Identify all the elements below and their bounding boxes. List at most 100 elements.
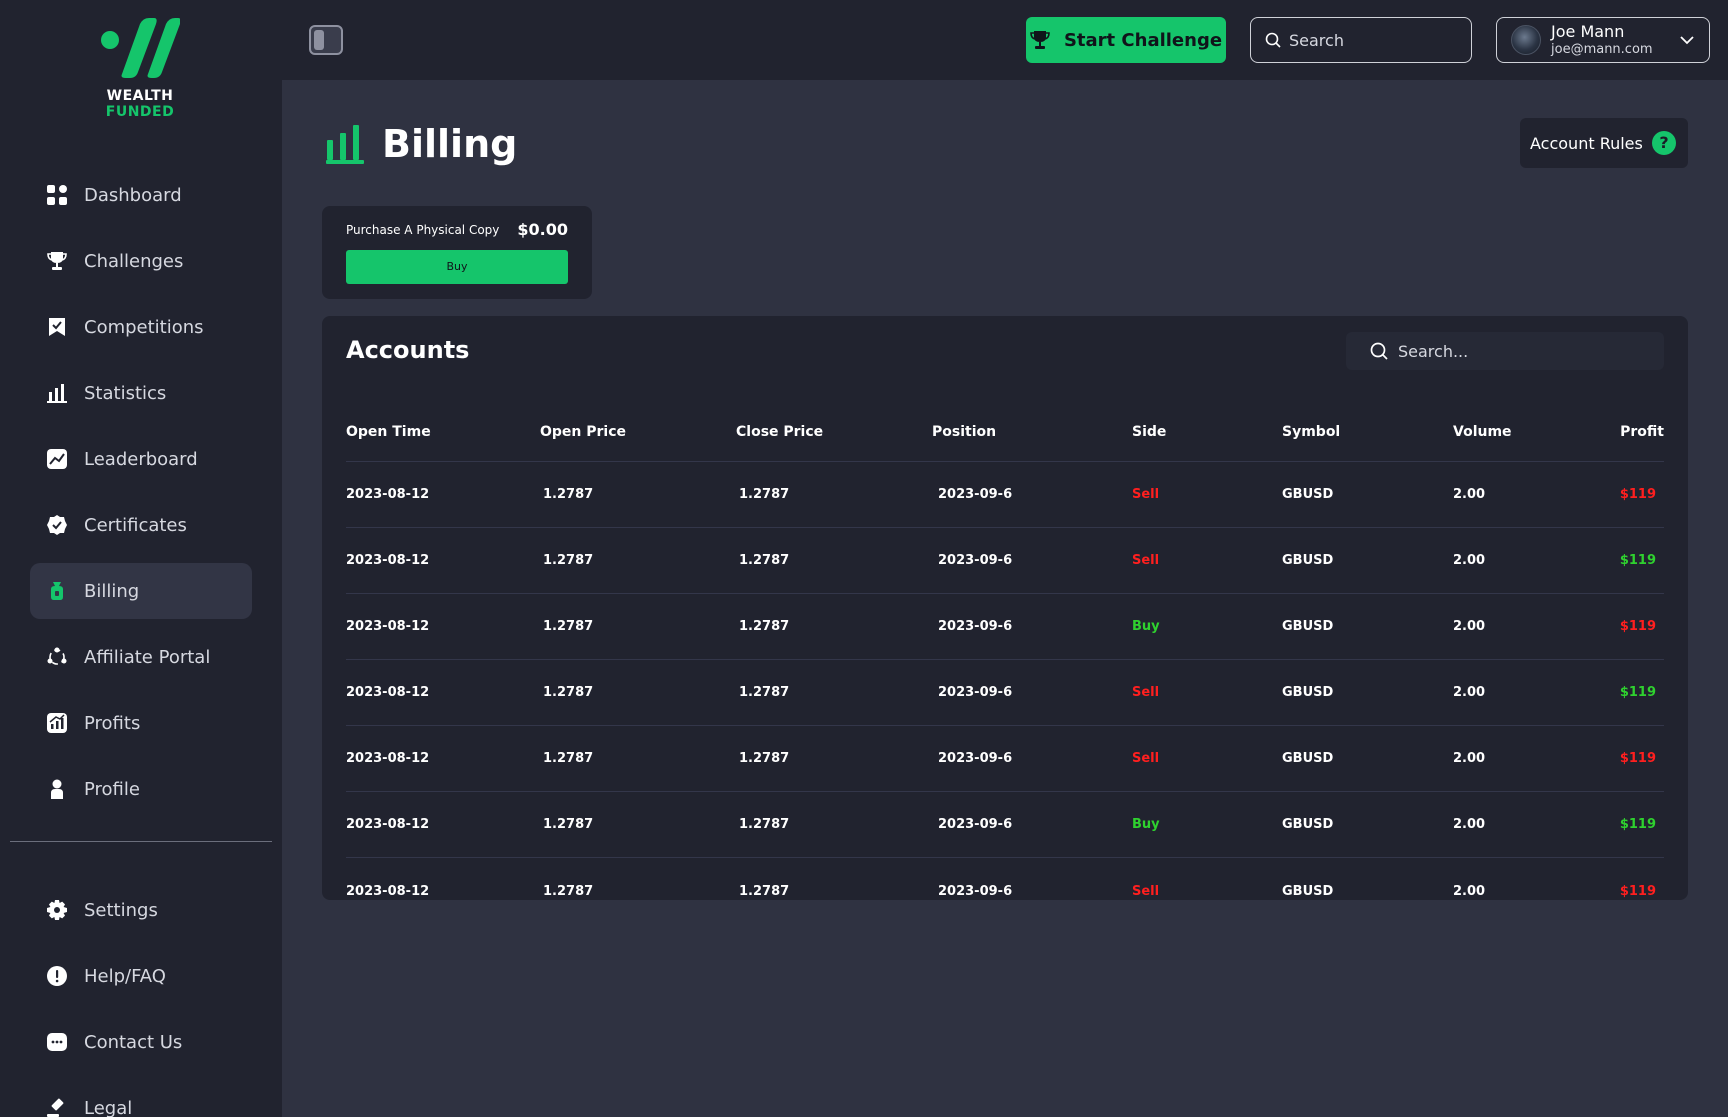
sidebar-item-label: Statistics — [84, 382, 167, 404]
sidebar-item-profile[interactable]: Profile — [30, 761, 252, 817]
top-search-box[interactable] — [1250, 17, 1472, 63]
profit-cell: $119 — [1619, 553, 1656, 568]
page-title: Billing — [382, 122, 518, 166]
table-row[interactable]: 2023-08-12 1.2787 1.2787 2023-09-6 Sell GBUSD… — [346, 858, 1664, 924]
symbol-cell: GBUSD — [1282, 553, 1334, 568]
accounts-search-box[interactable] — [1346, 332, 1664, 370]
open-price-cell: 1.2787 — [543, 883, 594, 899]
user-name: Joe Mann — [1551, 22, 1625, 41]
sidebar-item-label: Billing — [84, 580, 140, 602]
profit-cell: $119 — [1619, 751, 1656, 766]
open-time-cell: 2023-08-12 — [346, 619, 430, 634]
sidebar-item-help-faq[interactable]: Help/FAQ — [30, 948, 252, 1004]
volume-cell: 2.00 — [1453, 883, 1486, 899]
symbol-cell: GBUSD — [1282, 817, 1334, 832]
sidebar-toggle-icon[interactable] — [309, 25, 343, 55]
symbol-cell: GBUSD — [1282, 751, 1334, 766]
volume-cell: 2.00 — [1453, 817, 1486, 832]
position-cell: 2023-09-6 — [938, 751, 1013, 766]
chat-icon — [46, 1031, 68, 1053]
brand-logo[interactable]: WEALTH FUNDED — [96, 16, 184, 120]
accounts-title: Accounts — [346, 336, 470, 364]
sidebar-item-label: Challenges — [84, 250, 184, 272]
sidebar-item-contact-us[interactable]: Contact Us — [30, 1014, 252, 1070]
logo-mark-icon — [101, 18, 180, 78]
volume-cell: 2.00 — [1453, 619, 1486, 634]
brand-line2: FUNDED — [105, 104, 175, 120]
sidebar-item-label: Dashboard — [84, 184, 182, 206]
top-search-input[interactable] — [1289, 30, 1449, 50]
open-price-cell: 1.2787 — [543, 751, 594, 766]
sidebar-item-competitions[interactable]: Competitions — [30, 299, 252, 355]
column-header[interactable]: Profit — [1620, 423, 1664, 440]
table-row[interactable]: 2023-08-12 1.2787 1.2787 2023-09-6 Buy GBUSD 2… — [346, 594, 1664, 660]
help-circle-icon: ? — [1652, 131, 1676, 155]
close-price-cell: 1.2787 — [739, 685, 790, 700]
column-header[interactable]: Open Time — [346, 423, 431, 440]
badge-check-icon — [46, 514, 68, 536]
sidebar-item-billing[interactable]: Billing — [30, 563, 252, 619]
side-cell: Buy — [1132, 619, 1160, 634]
table-row[interactable]: 2023-08-12 1.2787 1.2787 2023-09-6 Buy GBUSD 2… — [346, 792, 1664, 858]
side-cell: Sell — [1132, 487, 1160, 502]
profit-cell: $119 — [1619, 817, 1656, 832]
column-header[interactable]: Position — [932, 423, 997, 440]
column-header[interactable]: Open Price — [540, 423, 627, 440]
open-time-cell: 2023-08-12 — [346, 685, 430, 700]
search-icon — [1370, 342, 1388, 360]
gear-icon — [46, 899, 68, 921]
sidebar-item-certificates[interactable]: Certificates — [30, 497, 252, 553]
sidebar: WEALTH FUNDED Dashboard Challenges Compe… — [0, 0, 282, 1117]
account-rules-button[interactable]: Account Rules ? — [1520, 118, 1688, 168]
network-icon — [46, 646, 68, 668]
open-time-cell: 2023-08-12 — [346, 751, 430, 766]
sidebar-divider — [10, 841, 272, 842]
gavel-icon — [46, 1097, 68, 1117]
volume-cell: 2.00 — [1453, 685, 1486, 700]
close-price-cell: 1.2787 — [739, 553, 790, 568]
avatar — [1511, 25, 1541, 55]
sidebar-item-profits[interactable]: Profits — [30, 695, 252, 751]
account-rules-label: Account Rules — [1530, 133, 1643, 153]
sidebar-item-challenges[interactable]: Challenges — [30, 233, 252, 289]
side-cell: Sell — [1132, 751, 1160, 766]
sidebar-item-affiliate-portal[interactable]: Affiliate Portal — [30, 629, 252, 685]
chevron-down-icon — [1680, 36, 1694, 45]
column-header[interactable]: Close Price — [736, 423, 824, 440]
open-price-cell: 1.2787 — [543, 817, 594, 832]
search-icon — [1265, 32, 1281, 48]
physical-copy-price: $0.00 — [517, 220, 568, 239]
sidebar-item-leaderboard[interactable]: Leaderboard — [30, 431, 252, 487]
sidebar-item-settings[interactable]: Settings — [30, 882, 252, 938]
trophy-icon — [46, 250, 68, 272]
sidebar-item-dashboard[interactable]: Dashboard — [30, 167, 252, 223]
column-header[interactable]: Side — [1132, 423, 1167, 440]
side-cell: Buy — [1132, 817, 1160, 832]
sidebar-item-statistics[interactable]: Statistics — [30, 365, 252, 421]
accounts-search-input[interactable] — [1398, 341, 1638, 361]
volume-cell: 2.00 — [1453, 751, 1486, 766]
table-row[interactable]: 2023-08-12 1.2787 1.2787 2023-09-6 Sell GBUSD… — [346, 462, 1664, 528]
sidebar-item-legal[interactable]: Legal — [30, 1080, 252, 1117]
table-row[interactable]: 2023-08-12 1.2787 1.2787 2023-09-6 Sell GBUSD… — [346, 528, 1664, 594]
user-menu[interactable]: Joe Mann joe@mann.com — [1496, 17, 1710, 63]
accounts-panel: Accounts Open Time Open Price Close Pric… — [322, 316, 1688, 900]
side-cell: Sell — [1132, 883, 1160, 899]
chart-image-icon — [46, 448, 68, 470]
open-time-cell: 2023-08-12 — [346, 817, 430, 832]
sidebar-item-label: Legal — [84, 1097, 133, 1117]
position-cell: 2023-09-6 — [938, 553, 1013, 568]
table-row[interactable]: 2023-08-12 1.2787 1.2787 2023-09-6 Sell GBUSD… — [346, 660, 1664, 726]
buy-button[interactable]: Buy — [346, 250, 568, 284]
open-price-cell: 1.2787 — [543, 619, 594, 634]
column-header[interactable]: Symbol — [1282, 423, 1341, 440]
symbol-cell: GBUSD — [1282, 685, 1334, 700]
start-challenge-button[interactable]: Start Challenge — [1026, 17, 1226, 63]
table-row[interactable]: 2023-08-12 1.2787 1.2787 2023-09-6 Sell GBUSD… — [346, 726, 1664, 792]
profit-chart-icon — [46, 712, 68, 734]
sidebar-item-label: Profits — [84, 712, 141, 734]
side-cell: Sell — [1132, 685, 1160, 700]
top-bar: Start Challenge Joe Mann joe@mann.com — [282, 0, 1728, 80]
column-header[interactable]: Volume — [1453, 423, 1512, 440]
grid-icon — [46, 184, 68, 206]
